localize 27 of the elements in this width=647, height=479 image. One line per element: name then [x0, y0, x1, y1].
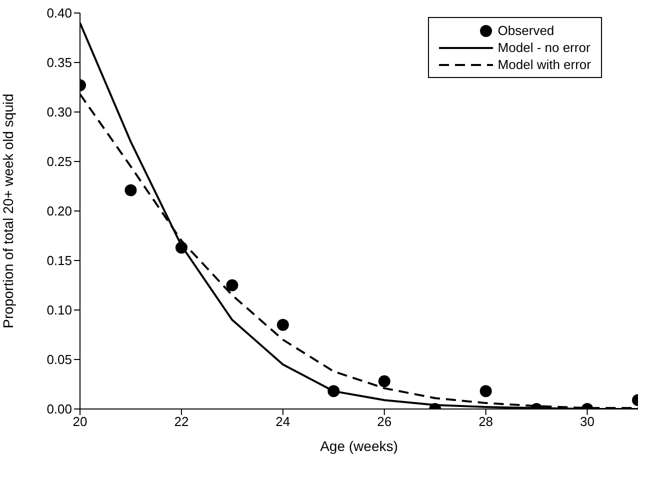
y-tick-label: 0.35	[46, 55, 72, 70]
point	[328, 385, 340, 398]
y-tick-label: 0.10	[46, 302, 72, 318]
point	[226, 279, 238, 292]
point	[124, 184, 137, 196]
y-tick-label: 0.40	[46, 6, 72, 21]
legend-label: Model with error	[498, 57, 591, 72]
point	[378, 375, 390, 388]
x-tick-label: 24	[276, 414, 290, 430]
y-axis-title: Proportion of total 20+ week old squid	[0, 94, 16, 328]
y-tick-label: 0.00	[46, 402, 72, 417]
x-tick-label: 30	[580, 414, 595, 430]
x-tick-label: 22	[174, 414, 189, 430]
point	[175, 242, 188, 254]
x-tick-label: 20	[72, 414, 88, 430]
y-tick-label: 0.25	[46, 154, 72, 170]
y-tick-label: 0.05	[46, 352, 72, 368]
y-tick-label: 0.15	[46, 253, 72, 268]
point	[276, 318, 289, 331]
point	[480, 385, 492, 398]
y-tick-label: 0.30	[46, 104, 72, 120]
x-tick-label: 28	[478, 414, 494, 430]
x-axis-title: Age (weeks)	[320, 438, 398, 454]
y-tick-label: 0.20	[46, 204, 72, 219]
legend-label: Model - no error	[498, 40, 590, 55]
x-tick-label: 26	[377, 414, 392, 430]
legend-label: Observed	[498, 23, 554, 38]
